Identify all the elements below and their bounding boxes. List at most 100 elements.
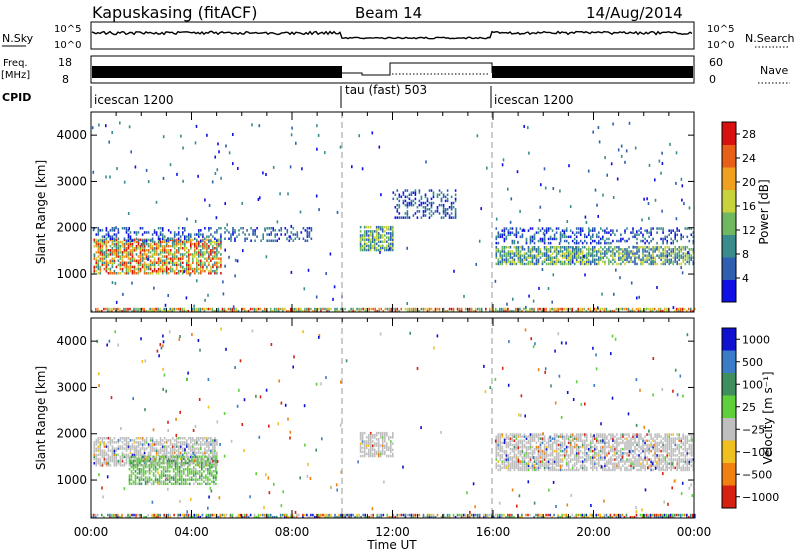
heatmap-cell [442,193,445,196]
heatmap-cell [410,191,413,194]
heatmap-cell [533,233,536,236]
heatmap-cell [189,461,191,465]
heatmap-cell [194,439,196,442]
heatmap-cell [161,251,164,254]
heatmap-cell [125,462,128,465]
heatmap-cell [569,262,572,266]
heatmap-cell [527,309,529,313]
heatmap-cell [499,458,502,461]
heatmap-cell [206,441,208,444]
heatmap-cell [632,254,634,257]
heatmap-cell [499,250,502,253]
heatmap-cell [638,229,640,232]
heatmap-cell [130,470,133,473]
heatmap-cell [252,231,254,234]
heatmap-cell [130,472,133,475]
heatmap-cell [186,261,188,264]
heatmap-cell [188,451,190,455]
heatmap-cell [434,309,437,313]
heatmap-cell [189,472,191,475]
heatmap-cell [175,265,178,269]
heatmap-cell [290,237,293,240]
heatmap-cell [134,476,137,479]
heatmap-cell [515,227,518,230]
heatmap-cell [178,470,181,473]
heatmap-cell [169,451,172,455]
heatmap-cell [143,457,146,461]
heatmap-cell [151,247,154,250]
heatmap-cell [93,449,96,452]
heatmap-cell [134,455,137,458]
heatmap-cell [398,203,401,207]
heatmap-cell [165,242,168,246]
heatmap-cell [379,248,382,252]
heatmap-cell [676,256,678,259]
heatmap-cell [381,452,384,456]
heatmap-cell [129,235,132,238]
heatmap-cell [394,193,397,196]
heatmap-cell [141,453,144,457]
heatmap-cell [183,270,185,274]
heatmap-cell [665,307,668,311]
heatmap-cell [152,474,155,477]
heatmap-cell [683,202,685,206]
heatmap-cell [468,309,471,313]
heatmap-cell [519,246,522,249]
heatmap-cell [565,227,568,230]
heatmap-cell [167,257,170,260]
heatmap-cell [583,307,585,311]
heatmap-cell [171,453,174,457]
heatmap-cell [141,443,144,446]
heatmap-cell [495,248,498,251]
heatmap-cell [509,309,511,313]
heatmap-cell [442,307,445,311]
heatmap-cell [422,307,425,311]
heatmap-cell [206,249,208,252]
heatmap-cell [200,459,202,463]
heatmap-cell [442,212,445,215]
heatmap-cell [130,474,133,477]
heatmap-cell [169,447,172,450]
heatmap-cell [371,448,374,452]
heatmap-cell [159,240,162,244]
heatmap-cell [690,256,693,259]
heatmap-cell [555,464,558,467]
heatmap-cell [194,251,196,254]
heatmap-cell [618,250,620,253]
heatmap-cell [505,307,507,311]
heatmap-cell [588,229,590,233]
heatmap-cell [105,453,108,457]
heatmap-cell [559,454,562,457]
heatmap-cell [117,441,120,444]
heatmap-cell [379,454,382,458]
heatmap-cell [604,229,606,232]
heatmap-cell [203,465,205,469]
heatmap-cell [119,462,122,465]
heatmap-cell [533,437,536,440]
heatmap-cell [674,258,676,261]
heatmap-cell [185,461,187,465]
heatmap-cell [363,450,366,454]
heatmap-cell [505,252,508,255]
heatmap-cell [183,457,185,461]
heatmap-cell [636,233,638,236]
heatmap-cell [215,461,217,465]
heatmap-cell [136,457,139,461]
heatmap-cell [604,452,606,455]
heatmap-cell [157,451,160,455]
heatmap-cell [617,148,620,152]
heatmap-cell [266,227,268,230]
heatmap-cell [436,307,439,311]
heatmap-cell [180,472,183,475]
heatmap-cell [123,261,126,264]
heatmap-cell [176,465,179,469]
heatmap-cell [688,239,691,243]
heatmap-cell [216,253,218,256]
heatmap-cell [213,474,215,477]
heatmap-cell [523,443,526,447]
heatmap-cell [525,256,528,259]
heatmap-cell [379,225,382,229]
heatmap-cell [133,267,136,271]
heatmap-cell [375,431,378,435]
heatmap-cell [509,468,512,472]
